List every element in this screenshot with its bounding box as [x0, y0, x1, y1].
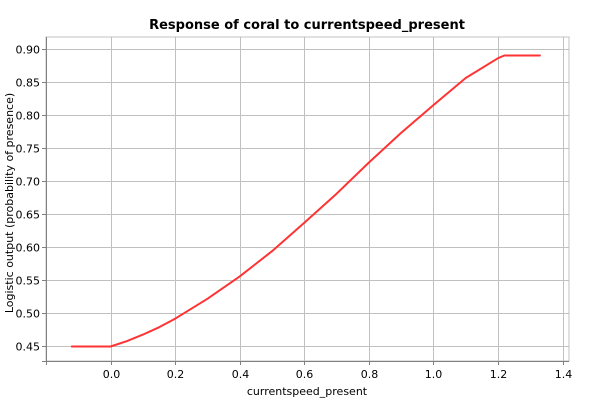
x-axis-label: currentspeed_present [247, 385, 368, 398]
x-tick-label: 1.4 [555, 368, 573, 381]
x-tick-label: 1.2 [490, 368, 508, 381]
x-tick-label: 0.6 [296, 368, 314, 381]
plot-area [45, 36, 570, 362]
x-tick-label: 1.0 [425, 368, 443, 381]
y-tick-label: 0.70 [16, 176, 41, 189]
x-tick-label: 0.4 [232, 368, 250, 381]
y-tick-label: 0.55 [16, 275, 41, 288]
y-tick-label: 0.90 [16, 44, 41, 57]
x-tick-label: 0.2 [167, 368, 185, 381]
y-tick-label: 0.75 [16, 143, 41, 156]
response-curve-line [70, 54, 541, 348]
y-tick-label: 0.50 [16, 308, 41, 321]
y-tick-label: 0.60 [16, 242, 41, 255]
y-tick-label: 0.45 [16, 341, 41, 354]
x-tick-label: 0.8 [361, 368, 379, 381]
y-tick-label: 0.65 [16, 209, 41, 222]
y-tick-label: 0.85 [16, 77, 41, 90]
x-tick-label: 0.0 [103, 368, 121, 381]
y-axis-label: Logistic output (probability of presence… [3, 93, 16, 313]
chart-title: Response of coral to currentspeed_presen… [149, 18, 465, 33]
y-tick-label: 0.80 [16, 110, 41, 123]
